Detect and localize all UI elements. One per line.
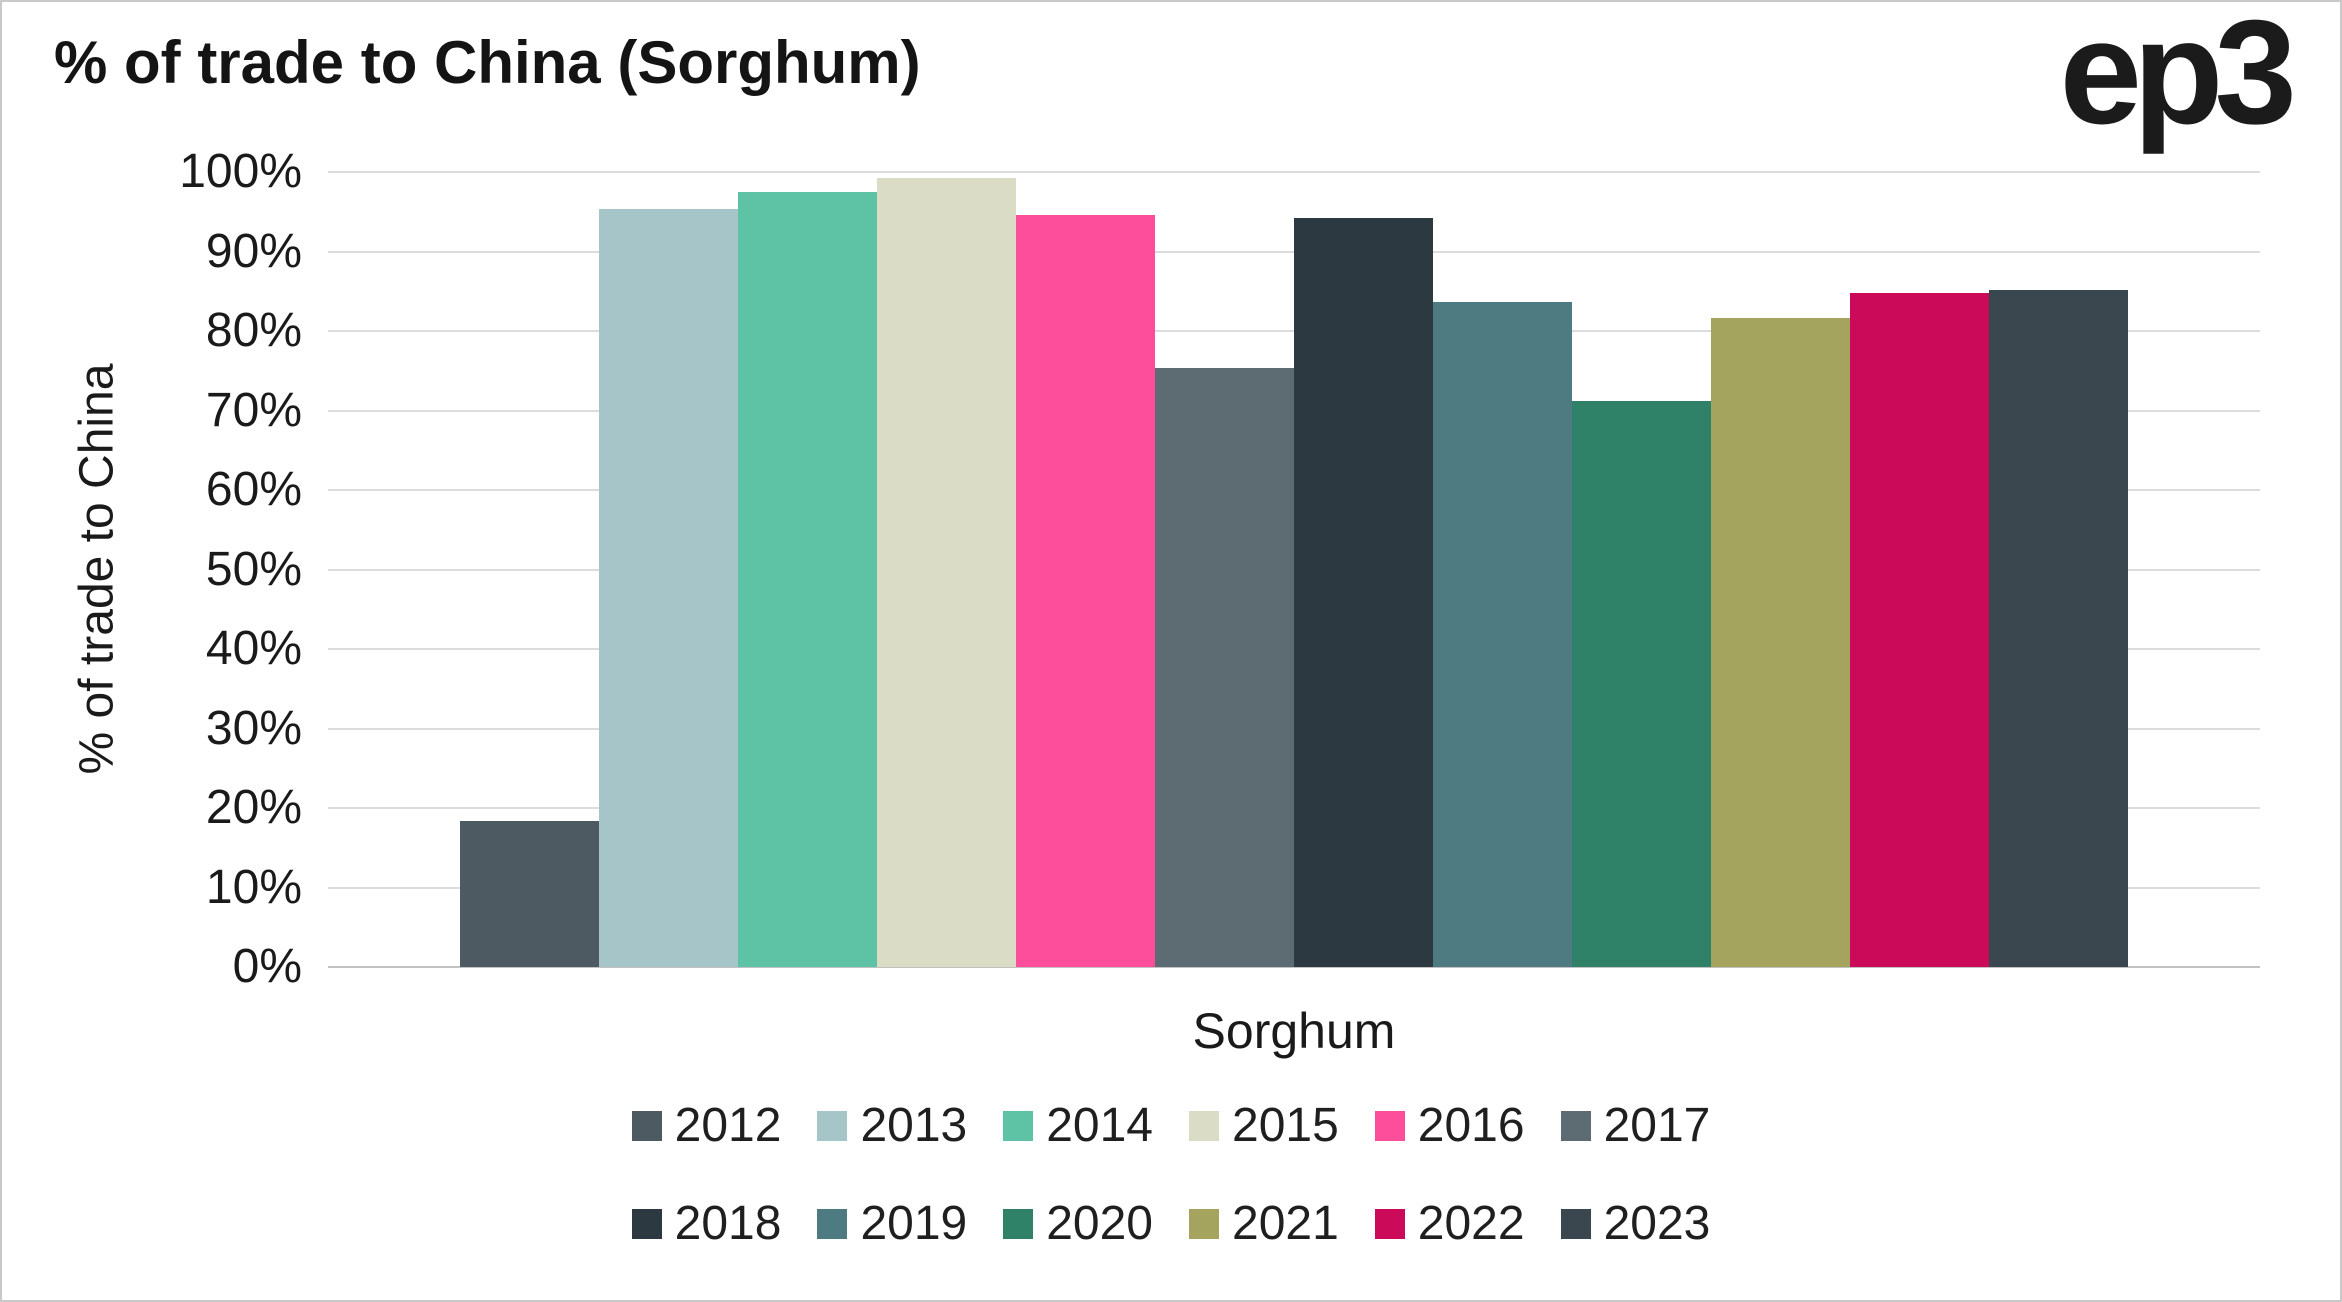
bar-2020 bbox=[1572, 400, 1711, 967]
y-tick-label-10: 10% bbox=[205, 860, 302, 914]
legend-label-2013: 2013 bbox=[860, 1099, 968, 1152]
legend-swatch-2012 bbox=[631, 1111, 662, 1141]
y-tick-label-100: 100% bbox=[179, 145, 302, 198]
bar-2022 bbox=[1850, 292, 1989, 967]
bar-2015 bbox=[877, 178, 1016, 967]
legend-item-2016: 2016 bbox=[1374, 1099, 1525, 1152]
legend-swatch-2013 bbox=[817, 1111, 848, 1141]
legend-label-2021: 2021 bbox=[1232, 1197, 1339, 1250]
bar-2013 bbox=[599, 209, 738, 967]
gridline-100 bbox=[328, 171, 2260, 173]
ep3-logo: ep3 bbox=[2059, 0, 2297, 155]
legend-item-2023: 2023 bbox=[1560, 1197, 1711, 1250]
legend-item-2015: 2015 bbox=[1189, 1102, 1339, 1150]
y-tick-label-60: 60% bbox=[205, 463, 302, 516]
y-tick-label-70: 70% bbox=[205, 383, 302, 437]
gridline-0 bbox=[328, 966, 2260, 968]
legend-item-2019: 2019 bbox=[817, 1200, 967, 1248]
legend-swatch-2021 bbox=[1189, 1209, 1219, 1239]
y-tick-label-50: 50% bbox=[205, 542, 302, 596]
legend-label-2016: 2016 bbox=[1417, 1099, 1525, 1152]
legend-swatch-2018 bbox=[631, 1209, 662, 1239]
y-tick-label-0: 0% bbox=[232, 940, 302, 993]
legend-label-2023: 2023 bbox=[1603, 1197, 1711, 1250]
bar-2017 bbox=[1155, 368, 1294, 967]
legend-swatch-2016 bbox=[1374, 1111, 1405, 1141]
legend-swatch-2022 bbox=[1374, 1209, 1405, 1239]
legend-label-2018: 2018 bbox=[674, 1197, 782, 1250]
plot-area bbox=[328, 171, 2260, 968]
legend-item-2017: 2017 bbox=[1560, 1099, 1711, 1152]
legend-swatch-2019 bbox=[817, 1209, 848, 1239]
bar-2016 bbox=[1016, 214, 1155, 967]
y-tick-label-90: 90% bbox=[205, 224, 302, 278]
legend-item-2022: 2022 bbox=[1374, 1197, 1525, 1250]
y-tick-label-40: 40% bbox=[205, 622, 302, 675]
legend-item-2014: 2014 bbox=[1003, 1102, 1153, 1150]
bars-container bbox=[328, 172, 2260, 967]
legend-row-1: 2012 2013 2014 2015 2016 2017 bbox=[2, 1102, 2340, 1150]
x-axis-label: Sorghum bbox=[1192, 1003, 1396, 1059]
legend-label-2017: 2017 bbox=[1603, 1099, 1711, 1152]
legend-label-2015: 2015 bbox=[1232, 1099, 1339, 1152]
bar-2021 bbox=[1711, 317, 1850, 967]
legend-item-2018: 2018 bbox=[631, 1197, 782, 1250]
legend-row-2: 2018 2019 2020 2021 2022 2023 bbox=[2, 1200, 2340, 1248]
legend-swatch-2023 bbox=[1560, 1209, 1591, 1239]
chart-title: % of trade to China (Sorghum) bbox=[54, 29, 921, 96]
legend-swatch-2014 bbox=[1003, 1111, 1034, 1141]
y-tick-label-20: 20% bbox=[205, 781, 302, 834]
y-axis-ticks: 0% 10% 20% 30% 40% 50% 60% 70% 80% 90% 100% bbox=[2, 148, 302, 991]
bar-2012 bbox=[460, 820, 599, 967]
legend-swatch-2017 bbox=[1560, 1111, 1591, 1141]
legend-label-2022: 2022 bbox=[1417, 1197, 1525, 1250]
bar-2023 bbox=[1989, 290, 2128, 967]
y-tick-label-80: 80% bbox=[205, 304, 302, 357]
legend-swatch-2020 bbox=[1003, 1209, 1034, 1239]
bar-2014 bbox=[738, 191, 877, 967]
legend-label-2020: 2020 bbox=[1046, 1197, 1153, 1250]
legend-item-2012: 2012 bbox=[631, 1099, 782, 1152]
bar-2018 bbox=[1294, 218, 1433, 967]
legend-item-2021: 2021 bbox=[1189, 1200, 1339, 1248]
bar-2019 bbox=[1433, 302, 1572, 967]
y-tick-label-30: 30% bbox=[205, 701, 302, 755]
legend-swatch-2015 bbox=[1189, 1111, 1219, 1141]
legend-item-2013: 2013 bbox=[817, 1102, 967, 1150]
legend-label-2014: 2014 bbox=[1046, 1099, 1153, 1152]
legend-label-2012: 2012 bbox=[674, 1099, 782, 1152]
legend-item-2020: 2020 bbox=[1003, 1200, 1153, 1248]
legend-label-2019: 2019 bbox=[860, 1197, 968, 1250]
